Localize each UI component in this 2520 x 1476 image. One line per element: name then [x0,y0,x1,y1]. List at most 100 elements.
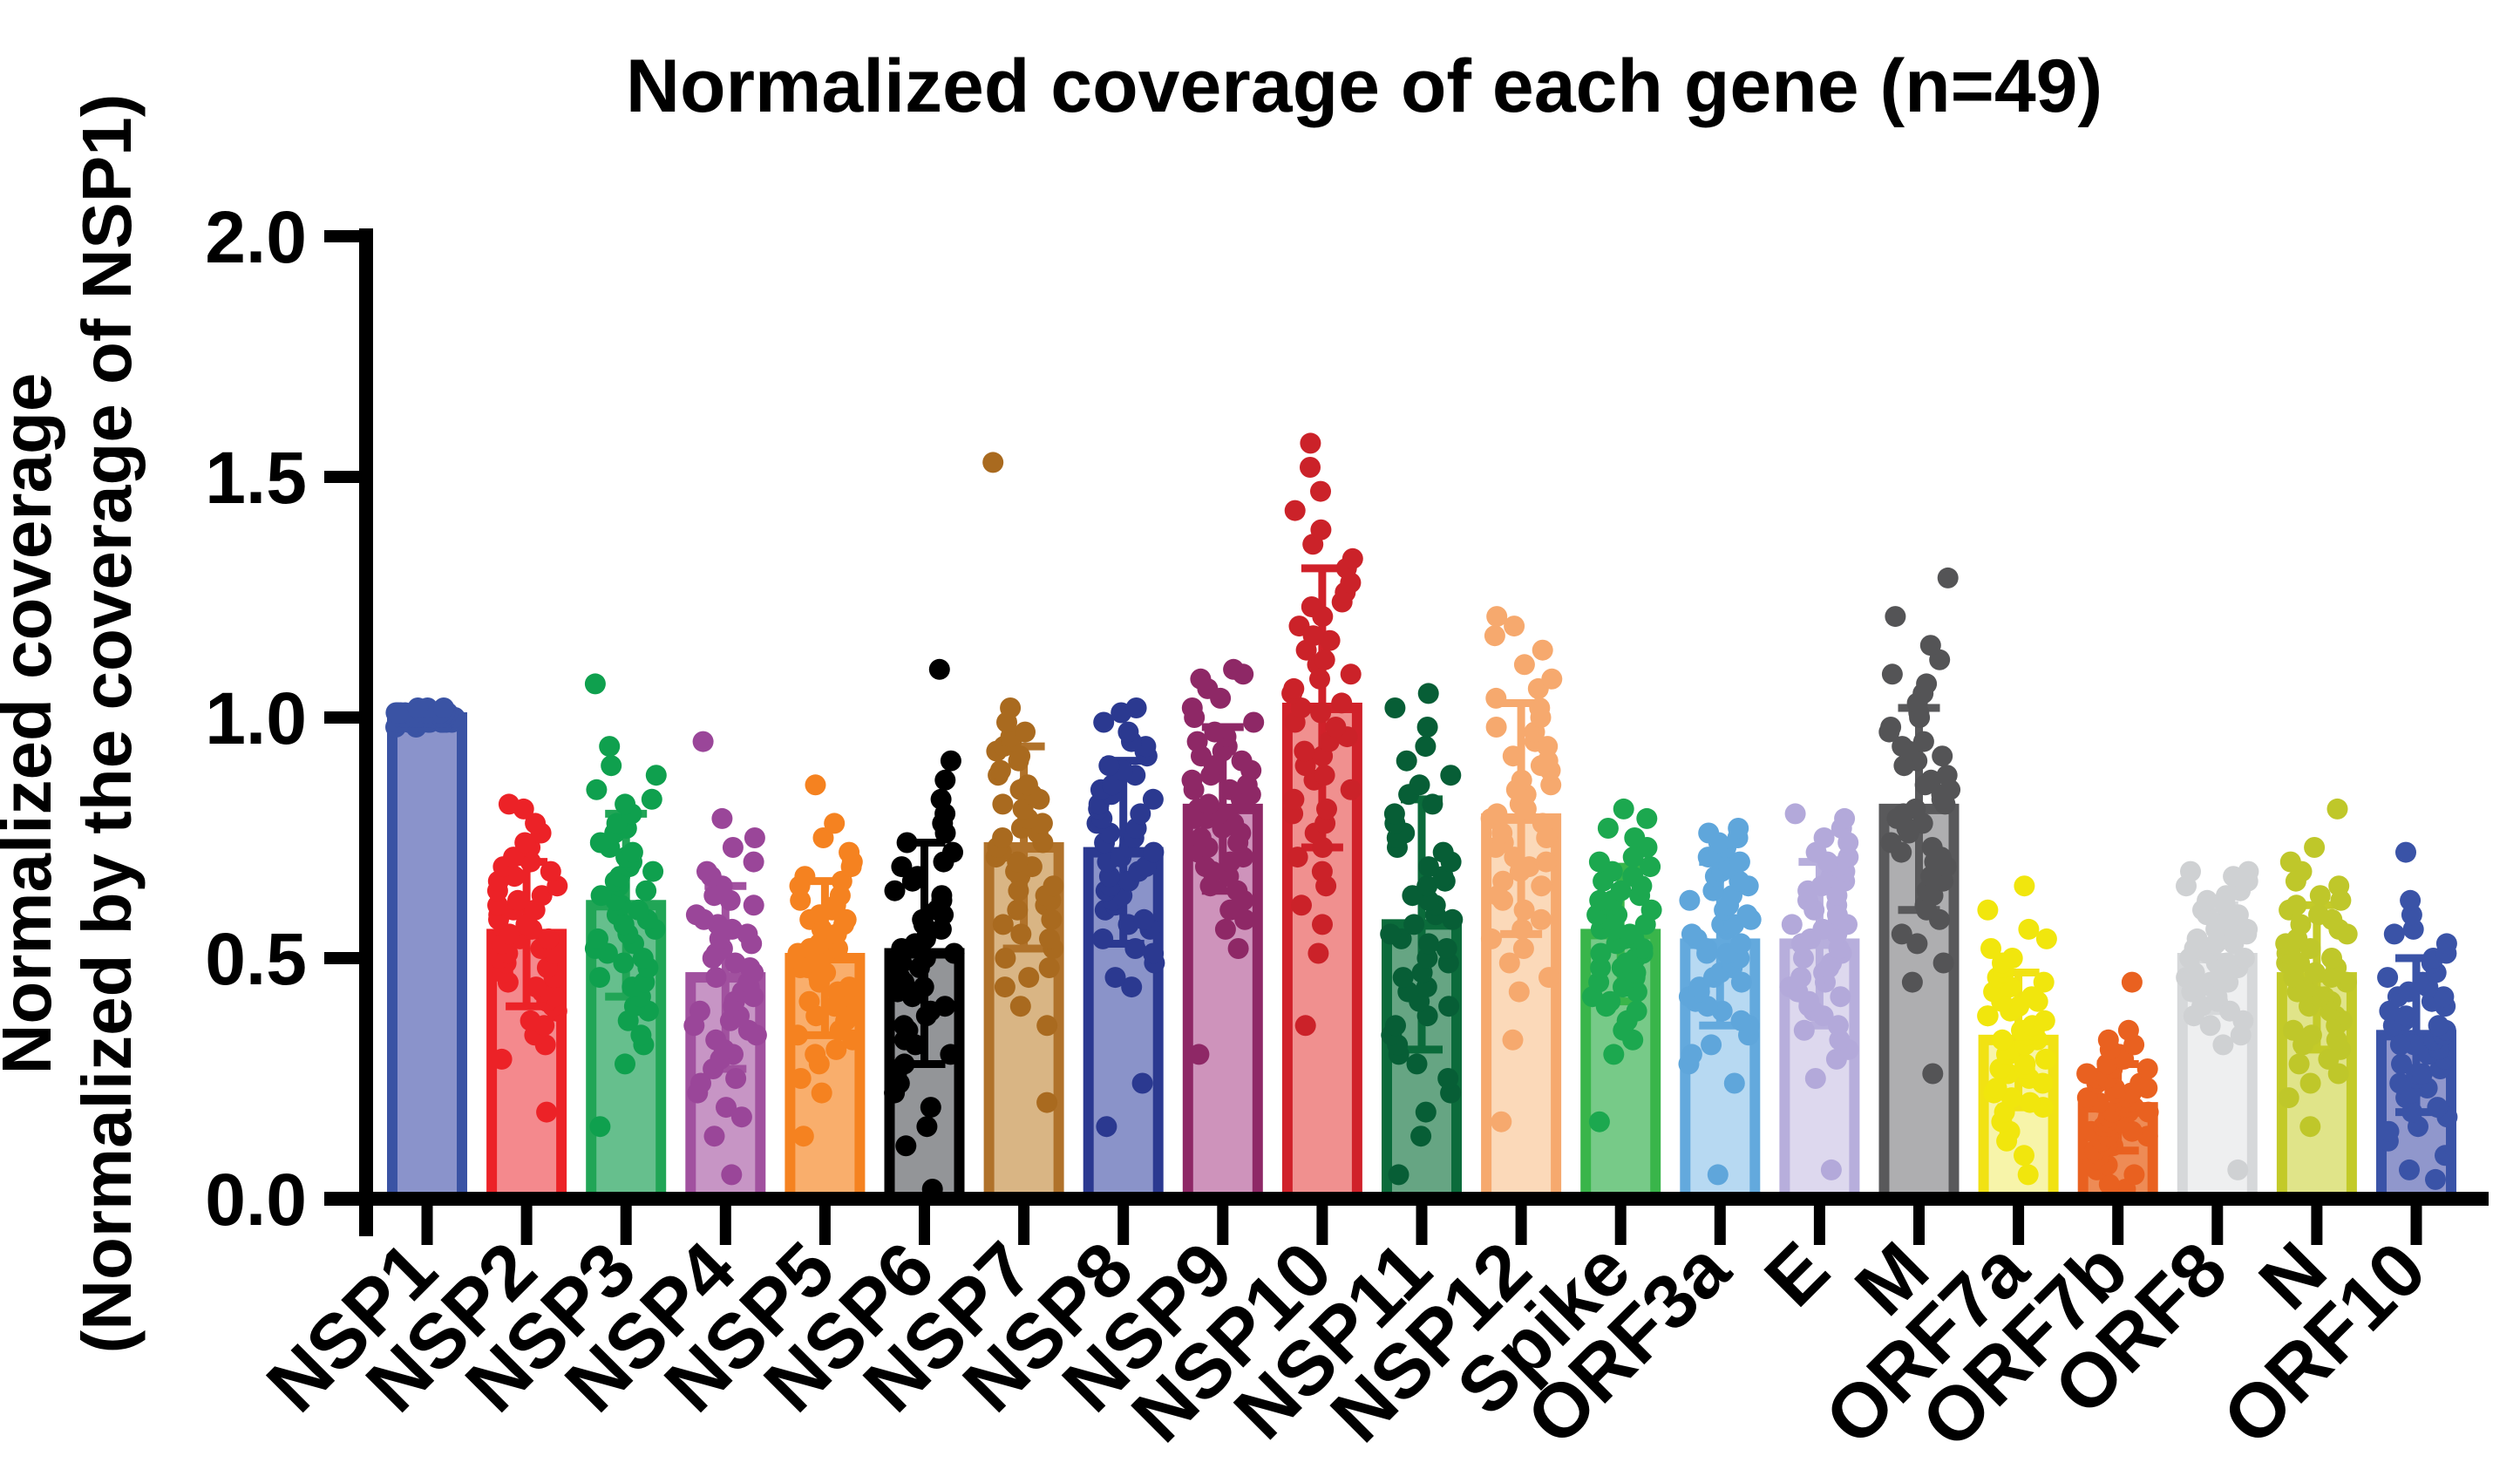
data-point [1415,1101,1437,1123]
data-point [1622,866,1644,888]
data-point [721,1164,743,1186]
data-point [1730,1010,1752,1031]
data-point [1219,779,1240,800]
data-point [2180,860,2201,882]
dots-NSP4 [683,731,767,1186]
data-point [1905,798,1926,820]
data-point [1036,1015,1058,1037]
y-axis-label-line1: Normalized coverage [0,373,65,1075]
data-point [884,880,906,901]
data-point [2123,1164,2145,1186]
data-point [2395,841,2416,863]
data-point [1723,1072,1745,1094]
data-point [1834,807,1856,829]
data-point [503,847,525,868]
data-point [1636,807,1658,829]
data-point [615,793,636,815]
data-point [2014,1053,2036,1075]
dots-ORF10 [2377,841,2458,1190]
data-point [2186,928,2208,949]
data-point [2238,860,2259,882]
data-point [1790,967,1812,989]
data-point [1422,793,1443,815]
data-point [930,788,952,810]
data-point [943,942,965,964]
data-point [1437,1068,1459,1089]
data-point [531,885,553,907]
data-point [811,1082,832,1104]
data-point [2391,1053,2412,1075]
data-point [928,658,950,680]
data-point [812,827,834,848]
data-point [387,702,409,724]
data-point [1284,500,1306,521]
data-point [1415,736,1437,758]
data-point [1827,1015,1849,1037]
bar-group-NSP12 [1480,606,1563,1204]
data-point [1729,851,1750,873]
data-point [1919,635,1941,656]
data-point [1538,967,1559,989]
data-point [628,899,649,921]
data-point [1491,1111,1512,1133]
data-point [1308,942,1329,964]
data-point [1498,952,1520,974]
data-point [2212,1034,2234,1056]
data-point [1388,1164,1409,1186]
bar-group-NSP10 [1281,432,1363,1204]
data-point [1117,721,1139,743]
data-point [589,967,610,989]
data-point [2282,1019,2304,1041]
data-point [1936,765,1958,786]
data-point [716,1097,737,1119]
data-point [1986,1078,2007,1098]
data-point [1186,731,1208,752]
data-point [1532,813,1553,834]
data-point [1319,629,1341,651]
data-point [1283,788,1305,810]
data-point [1142,788,1164,810]
data-point [1442,908,1464,930]
data-point [1980,938,2001,959]
data-point [1340,663,1362,685]
data-point [2019,1092,2041,1113]
data-point [730,1106,752,1128]
dots-NSP7 [982,452,1064,1113]
dots-NSP6 [884,658,965,1200]
bar-group-ORF8 [2176,860,2259,1204]
data-point [1283,677,1305,699]
data-point [1912,731,1934,752]
data-point [940,750,961,772]
data-point [940,1044,961,1065]
data-point [540,860,561,882]
data-point [491,1048,513,1070]
data-point [622,841,643,863]
bar-group-NSP1 [385,697,467,1204]
data-point [498,793,520,815]
data-point [2395,1005,2417,1027]
data-point [1018,967,1040,989]
data-point [913,976,934,998]
data-point [1640,899,1662,921]
dots-NSP5 [786,774,864,1147]
data-point [1000,697,1022,718]
data-point [1906,933,1928,955]
data-point [1314,649,1335,670]
data-point [1198,793,1219,815]
data-point [1610,880,1632,901]
data-point [2308,904,2329,926]
data-point [824,813,846,834]
x-label-ORF10: ORF10 [2206,1225,2442,1461]
data-point [1698,822,1720,844]
data-point [895,1135,917,1157]
data-point [514,832,536,854]
data-point [916,1116,938,1138]
data-point [1921,837,1943,858]
data-point [1038,957,1060,978]
data-point [2216,952,2238,974]
data-point [520,1010,541,1031]
data-point [1511,769,1532,791]
data-point [1098,755,1120,777]
data-point [1131,1072,1153,1094]
data-point [1301,596,1322,617]
